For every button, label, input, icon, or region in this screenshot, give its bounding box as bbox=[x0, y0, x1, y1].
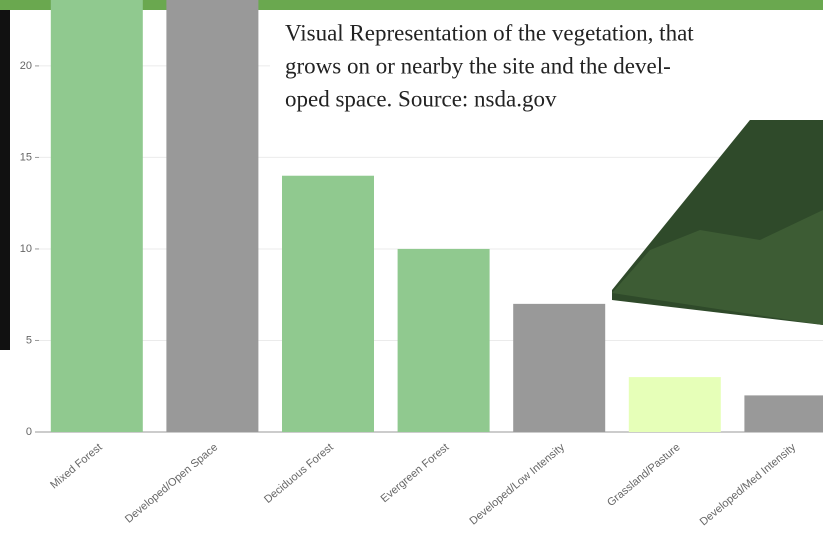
annotation-line: grows on or nearby the site and the deve… bbox=[285, 53, 671, 78]
x-tick-label: Evergreen Forest bbox=[379, 441, 452, 505]
bar bbox=[397, 248, 490, 432]
x-tick-label: Developed/Open Space bbox=[123, 441, 220, 525]
y-tick-label: 5 bbox=[26, 334, 32, 346]
x-tick-label: Mixed Forest bbox=[48, 441, 104, 491]
aerial-photo-detail bbox=[612, 210, 823, 325]
bar bbox=[513, 303, 606, 432]
y-tick-label: 10 bbox=[20, 243, 32, 255]
x-tick-label: Deciduous Forest bbox=[262, 441, 336, 506]
top-strip bbox=[0, 0, 823, 10]
y-tick-label: 15 bbox=[20, 151, 32, 163]
bar bbox=[166, 0, 259, 432]
note-background bbox=[270, 12, 823, 120]
bar bbox=[628, 377, 721, 432]
x-tick-label: Grassland/Pasture bbox=[605, 441, 683, 509]
y-tick-label: 0 bbox=[26, 426, 32, 438]
bar bbox=[282, 175, 374, 432]
side-panel bbox=[0, 0, 10, 350]
bar bbox=[50, 0, 143, 432]
x-tick-label: Developed/Med Intensity bbox=[698, 441, 799, 528]
x-tick-label: Developed/Low Intensity bbox=[467, 441, 567, 528]
bar bbox=[744, 395, 823, 432]
annotation-line: oped space. Source: nsda.gov bbox=[285, 86, 557, 111]
annotation-line: Visual Representation of the vegetation,… bbox=[285, 20, 694, 45]
y-tick-label: 20 bbox=[20, 60, 32, 72]
